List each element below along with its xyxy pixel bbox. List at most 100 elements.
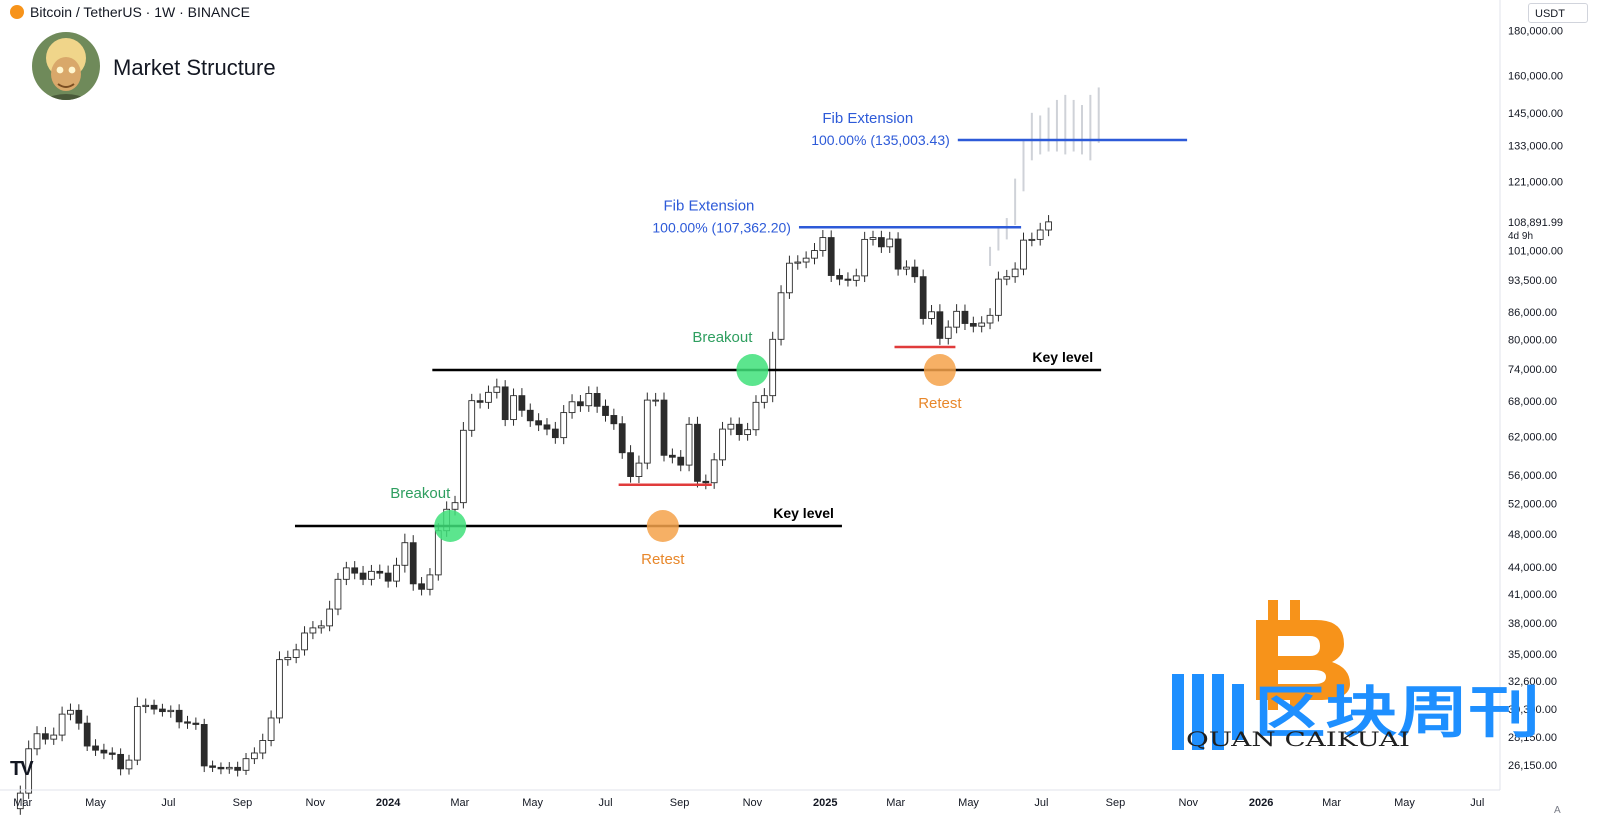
last-price-label: 108,891.99	[1508, 217, 1563, 229]
candle	[903, 260, 910, 276]
candle-body	[543, 424, 551, 430]
candle	[969, 316, 977, 333]
price-tick-label: 35,000.00	[1508, 649, 1557, 661]
candle	[33, 726, 41, 756]
candle	[727, 417, 735, 436]
candle-body	[184, 721, 191, 724]
candle	[485, 385, 492, 409]
candle	[159, 703, 166, 717]
bitcoin-watermark-icon	[1256, 600, 1350, 710]
candle-body	[903, 266, 910, 270]
candle	[67, 703, 74, 721]
price-tick-label: 145,000.00	[1508, 108, 1563, 120]
candle-body	[710, 459, 718, 484]
bars-logo-icon	[1172, 674, 1244, 750]
candle	[418, 577, 425, 596]
breakout-label: Breakout	[692, 329, 753, 346]
price-tick-label: 93,500.00	[1508, 275, 1557, 287]
candle-body	[317, 625, 325, 629]
candle	[401, 533, 409, 573]
price-tick-label: 30,300.00	[1508, 704, 1557, 716]
candle-body	[877, 237, 885, 248]
candle-body	[493, 386, 501, 393]
fib-value-label: 100.00% (107,362.20)	[652, 219, 791, 235]
candle-body	[794, 261, 802, 264]
candle	[518, 388, 526, 417]
candle-body	[242, 758, 250, 771]
candle	[468, 393, 476, 437]
candle	[292, 643, 300, 664]
candle	[886, 231, 894, 253]
candle	[652, 392, 660, 407]
price-tick-label: 133,000.00	[1508, 141, 1563, 153]
time-tick-label: Mar	[1322, 797, 1341, 809]
candle	[409, 535, 417, 591]
candle-body	[635, 462, 643, 477]
time-tick-label: Jul	[1034, 797, 1048, 809]
price-tick-label: 28,150.00	[1508, 732, 1557, 744]
candle-body	[961, 310, 969, 324]
candle	[25, 740, 33, 799]
candle	[393, 557, 400, 588]
candle	[786, 255, 793, 299]
candle-body	[125, 759, 133, 770]
price-tick-label: 180,000.00	[1508, 25, 1563, 37]
candle	[660, 392, 668, 462]
candle	[225, 762, 233, 774]
avatar	[32, 32, 100, 100]
price-tick-label: 121,000.00	[1508, 177, 1563, 189]
candle	[1028, 232, 1036, 247]
candle-body	[1036, 229, 1044, 240]
time-tick-label: Mar	[450, 797, 469, 809]
time-tick-label: Mar	[886, 797, 905, 809]
candle-body	[284, 656, 292, 661]
tradingview-logo[interactable]: TV	[10, 758, 34, 780]
candle	[75, 704, 83, 730]
candle-body	[936, 311, 944, 339]
candle	[459, 422, 467, 509]
candle	[535, 413, 542, 432]
candle-body	[251, 752, 258, 760]
time-tick-label: May	[958, 797, 979, 809]
candle	[83, 715, 91, 751]
symbol-header[interactable]: Bitcoin / TetherUS · 1W · BINANCE	[10, 4, 250, 20]
candle-body	[719, 428, 726, 461]
candle	[936, 304, 944, 345]
price-tick-label: 62,000.00	[1508, 431, 1557, 443]
price-tick-label: 52,000.00	[1508, 498, 1557, 510]
watermark-brand: 区块周刊	[1254, 681, 1540, 746]
candle	[92, 739, 99, 756]
candle	[894, 232, 902, 276]
candle	[175, 704, 183, 729]
time-tick-label: May	[522, 797, 543, 809]
candle	[242, 753, 250, 775]
candle-body	[83, 722, 91, 747]
watermark-latin: QUAN CAIKUAI	[1186, 727, 1410, 751]
candle-body	[342, 567, 350, 580]
candle-body	[451, 502, 459, 510]
candle-body	[919, 276, 927, 319]
candle-body	[777, 292, 785, 340]
candle-body	[42, 733, 49, 740]
retest-label: Retest	[918, 395, 962, 412]
breakout-label: Breakout	[390, 485, 451, 502]
candle	[133, 697, 141, 766]
candle-body	[861, 238, 869, 277]
candle	[568, 394, 576, 419]
candle-body	[685, 423, 693, 466]
auto-scale-toggle[interactable]: A	[1554, 805, 1561, 816]
candle	[209, 760, 216, 772]
candle	[276, 651, 283, 724]
breakout-marker	[736, 354, 769, 387]
candle-body	[944, 326, 952, 339]
projection-bars	[989, 87, 1100, 266]
candle	[317, 620, 325, 634]
candle-body	[802, 257, 810, 263]
candle-body	[660, 399, 668, 456]
candle-body	[150, 704, 158, 710]
candle	[978, 316, 986, 333]
candle-body	[359, 572, 367, 580]
candle	[610, 408, 618, 430]
currency-unit-dropdown[interactable]: USDT	[1528, 3, 1588, 23]
